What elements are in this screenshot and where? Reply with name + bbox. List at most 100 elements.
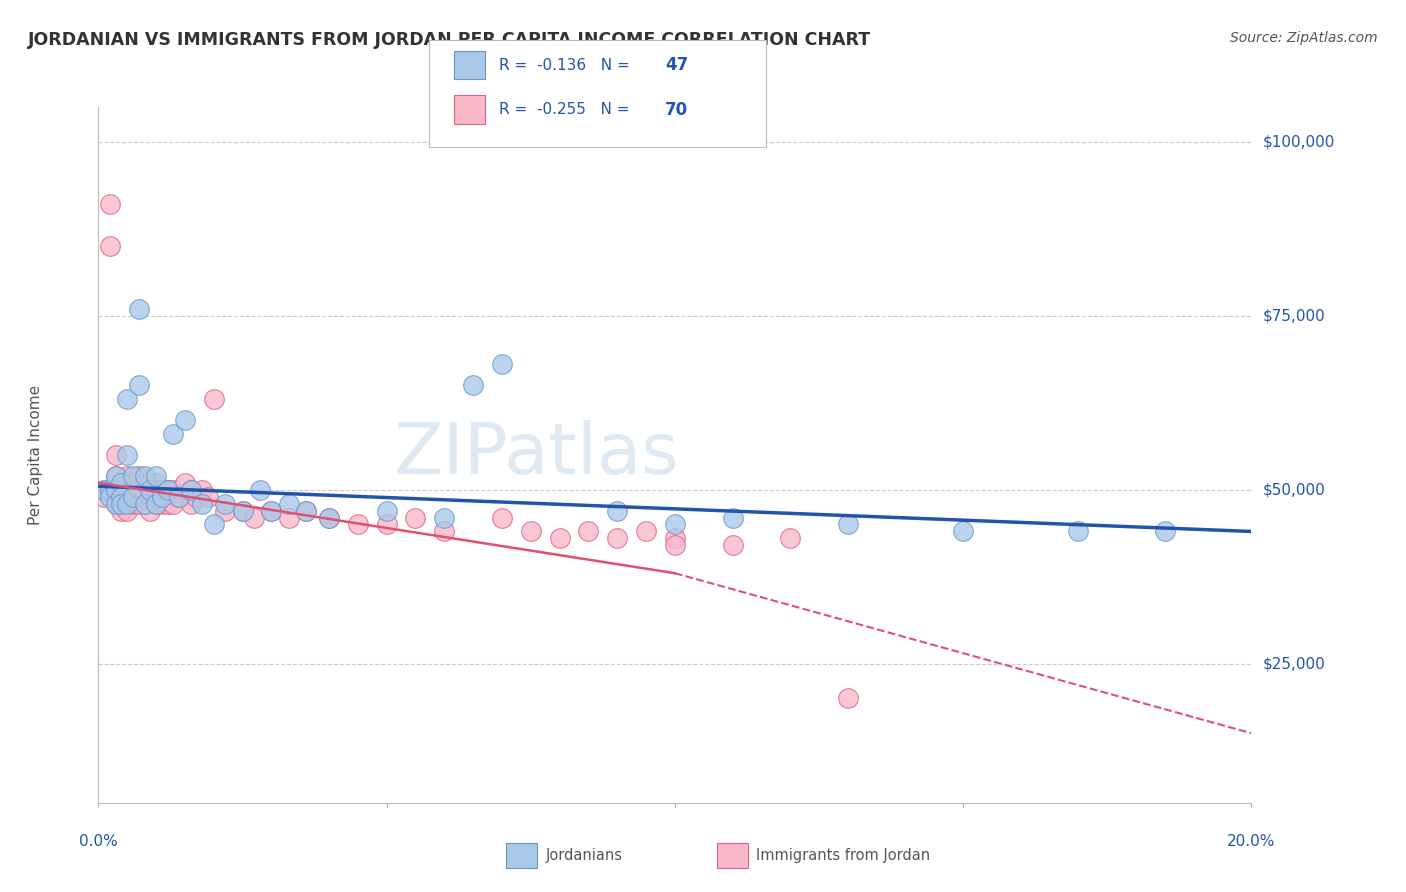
Text: Source: ZipAtlas.com: Source: ZipAtlas.com: [1230, 31, 1378, 45]
Point: [134, 490, 156, 504]
Point: [186, 490, 208, 504]
Point: [128, 468, 150, 483]
Text: ZIPatlas: ZIPatlas: [394, 420, 679, 490]
Point: [145, 483, 167, 497]
Text: 0.0%: 0.0%: [79, 834, 118, 849]
Point: [1067, 524, 1090, 539]
Text: 20.0%: 20.0%: [1227, 834, 1275, 849]
Point: [174, 413, 197, 427]
Point: [606, 503, 628, 517]
Point: [156, 497, 179, 511]
Point: [180, 497, 202, 511]
Point: [117, 497, 138, 511]
Point: [952, 524, 974, 539]
Point: [260, 503, 283, 517]
Point: [721, 510, 744, 524]
Point: [197, 490, 219, 504]
Point: [117, 392, 138, 407]
Point: [375, 517, 398, 532]
Point: [1153, 524, 1175, 539]
Point: [134, 475, 156, 490]
Point: [520, 524, 543, 539]
Point: [721, 538, 744, 552]
Point: [405, 510, 427, 524]
Point: [139, 483, 162, 497]
Point: [110, 503, 132, 517]
Point: [664, 538, 686, 552]
Point: [122, 490, 145, 504]
Point: [664, 517, 686, 532]
Point: [122, 490, 145, 504]
Point: [150, 483, 173, 497]
Point: [128, 483, 150, 497]
Text: Jordanians: Jordanians: [546, 848, 623, 863]
Point: [202, 392, 225, 407]
Text: Per Capita Income: Per Capita Income: [28, 384, 42, 525]
Text: R =  -0.255   N =: R = -0.255 N =: [499, 103, 634, 117]
Point: [150, 497, 173, 511]
Point: [145, 468, 167, 483]
Point: [162, 483, 184, 497]
Text: 47: 47: [665, 56, 689, 74]
Point: [104, 483, 127, 497]
Point: [117, 497, 138, 511]
Point: [93, 483, 115, 497]
Point: [98, 490, 121, 504]
Point: [110, 475, 132, 490]
Point: [346, 517, 368, 532]
Point: [150, 490, 173, 504]
Point: [606, 532, 628, 546]
Point: [134, 468, 156, 483]
Point: [162, 427, 184, 442]
Point: [180, 483, 202, 497]
Point: [318, 510, 340, 524]
Point: [295, 503, 318, 517]
Point: [156, 483, 179, 497]
Point: [104, 468, 127, 483]
Point: [128, 497, 150, 511]
Point: [231, 503, 254, 517]
Point: [162, 497, 184, 511]
Point: [318, 510, 340, 524]
Text: $75,000: $75,000: [1263, 309, 1326, 323]
Point: [191, 483, 214, 497]
Text: 70: 70: [665, 101, 688, 119]
Point: [128, 378, 150, 392]
Point: [214, 497, 236, 511]
Point: [117, 483, 138, 497]
Point: [174, 475, 197, 490]
Point: [837, 517, 859, 532]
Text: $25,000: $25,000: [1263, 657, 1326, 671]
Point: [98, 483, 121, 497]
Point: [461, 378, 484, 392]
Point: [98, 483, 121, 497]
Point: [214, 503, 236, 517]
Point: [277, 510, 299, 524]
Point: [110, 483, 132, 497]
Point: [134, 497, 156, 511]
Point: [243, 510, 266, 524]
Point: [110, 497, 132, 511]
Point: [180, 483, 202, 497]
Text: $50,000: $50,000: [1263, 483, 1326, 497]
Point: [578, 524, 600, 539]
Point: [664, 532, 686, 546]
Point: [491, 510, 513, 524]
Point: [145, 497, 167, 511]
Point: [117, 448, 138, 462]
Text: R =  -0.136   N =: R = -0.136 N =: [499, 58, 634, 72]
Point: [104, 448, 127, 462]
Point: [491, 358, 513, 372]
Point: [110, 490, 132, 504]
Point: [134, 497, 156, 511]
Text: JORDANIAN VS IMMIGRANTS FROM JORDAN PER CAPITA INCOME CORRELATION CHART: JORDANIAN VS IMMIGRANTS FROM JORDAN PER …: [28, 31, 872, 49]
Point: [139, 483, 162, 497]
Point: [93, 483, 115, 497]
Point: [231, 503, 254, 517]
Point: [110, 475, 132, 490]
Point: [191, 497, 214, 511]
Text: $100,000: $100,000: [1263, 135, 1334, 149]
Point: [260, 503, 283, 517]
Point: [117, 468, 138, 483]
Point: [433, 510, 456, 524]
